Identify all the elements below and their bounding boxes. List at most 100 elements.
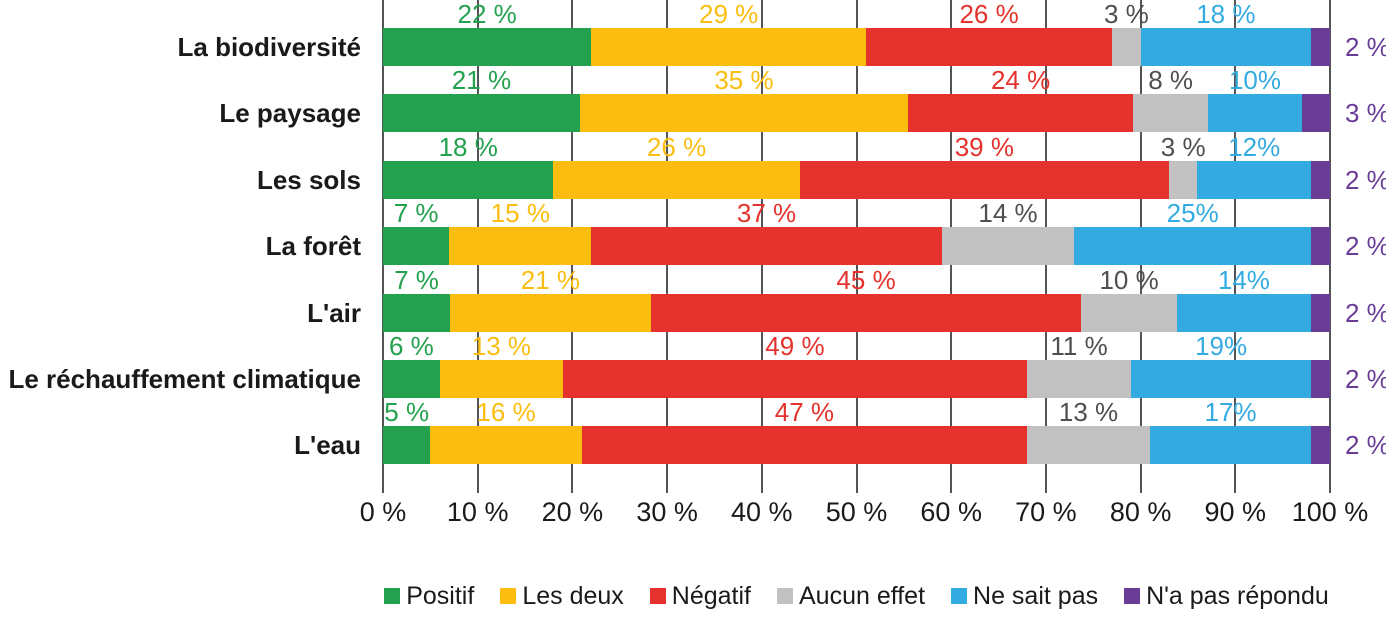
legend-swatch — [951, 588, 968, 604]
bar-segment-n-a-pas-r-pondu — [1311, 426, 1330, 465]
bar-segment-les-deux — [579, 94, 909, 133]
bar-segment-n-a-pas-r-pondu — [1311, 227, 1330, 266]
bar-segment-positif — [383, 293, 450, 332]
bar-segment-ne-sait-pas — [1176, 293, 1311, 332]
bar-segment-n-gatif — [799, 160, 1169, 199]
x-axis-ticks — [382, 484, 1331, 494]
legend-swatch — [384, 588, 401, 604]
value-label: 3 % — [1103, 0, 1149, 29]
plot-area: 22 % 29 % 26 % 3 % 18 % 2 % 21 % 35 % 24 % 8 % 10%… — [382, 0, 1386, 484]
axis-tick-label: 40 % — [731, 497, 793, 527]
value-label: 37 % — [736, 198, 797, 229]
legend-item: Les deux — [500, 581, 624, 611]
bar-segment-aucun-effet — [1026, 426, 1151, 465]
value-label: 22 % — [457, 0, 517, 29]
bar-segment-les-deux — [449, 293, 651, 332]
category-label: Les sols — [256, 164, 361, 195]
axis-tick-label: 10 % — [446, 497, 509, 527]
bar-segment-aucun-effet — [1169, 160, 1198, 199]
bar-segment-positif — [383, 28, 592, 66]
value-label: 6 % — [389, 331, 434, 361]
axis-tick — [666, 484, 669, 493]
value-label: 7 % — [393, 198, 439, 229]
value-label: 35 % — [714, 65, 774, 96]
value-label: 45 % — [836, 264, 896, 295]
value-label: 24 % — [990, 65, 1051, 96]
value-label: 8 % — [1148, 65, 1193, 96]
value-label: 29 % — [699, 0, 759, 29]
axis-tick-label: 20 % — [541, 497, 604, 527]
bar-segment-positif — [383, 360, 440, 398]
value-label: 25% — [1166, 198, 1219, 229]
legend: Positif Les deux Négatif Aucun effet Ne sait… — [383, 578, 1330, 614]
category-label: La biodiversité — [177, 32, 362, 62]
bar-segment-aucun-effet — [1026, 360, 1132, 398]
bar-segment-n-a-pas-r-pondu — [1301, 94, 1330, 133]
bar-row — [383, 28, 1330, 66]
axis-tick — [1329, 484, 1331, 493]
bar-row — [383, 360, 1330, 398]
value-label: 12% — [1228, 131, 1281, 162]
bar-segment-n-a-pas-r-pondu — [1311, 160, 1330, 199]
bar-row — [383, 426, 1330, 465]
axis-tick-label: 60 % — [920, 497, 982, 527]
value-label: 49 % — [765, 331, 825, 361]
bar-row — [383, 160, 1330, 199]
value-label: 17% — [1204, 397, 1257, 428]
axis-tick — [1044, 484, 1047, 493]
bar-segment-n-a-pas-r-pondu — [1311, 360, 1330, 398]
legend-item: Aucun effet — [777, 582, 925, 611]
legend-swatch — [500, 588, 517, 604]
bar-segment-n-gatif — [591, 227, 942, 266]
bar-segment-positif — [383, 227, 450, 266]
bar-segment-les-deux — [591, 28, 866, 66]
gridline — [1329, 0, 1331, 484]
axis-tick-label: 70 % — [1015, 497, 1077, 527]
legend-label: Négatif — [671, 581, 751, 610]
value-label: 5 % — [384, 397, 430, 428]
bar-segment-aucun-effet — [1081, 293, 1177, 332]
bar-segment-positif — [383, 426, 431, 465]
outside-value-label: 2 % — [1345, 231, 1386, 262]
bar-segment-n-a-pas-r-pondu — [1311, 28, 1330, 66]
category-label: Le réchauffement climatique — [8, 364, 361, 394]
bar-segment-aucun-effet — [1112, 28, 1141, 66]
value-label: 7 % — [394, 264, 439, 295]
legend-label: N'a pas répondu — [1146, 581, 1329, 610]
legend-swatch — [777, 588, 793, 604]
axis-tick — [476, 484, 479, 493]
value-label: 10% — [1228, 65, 1282, 96]
bar-row — [383, 227, 1330, 266]
outside-value-label: 2 % — [1345, 430, 1386, 461]
legend-label: Les deux — [522, 581, 624, 610]
axis-tick-label: 30 % — [636, 497, 698, 527]
legend-label: Aucun effet — [799, 581, 926, 610]
axis-tick — [1234, 484, 1237, 493]
legend-item: Ne sait pas — [951, 582, 1098, 611]
value-label: 10 % — [1099, 264, 1159, 295]
outside-value-label: 3 % — [1345, 98, 1386, 129]
axis-tick — [855, 484, 858, 493]
axis-tick-label: 90 % — [1204, 497, 1267, 527]
bar-segment-n-a-pas-r-pondu — [1310, 293, 1330, 332]
bar-segment-ne-sait-pas — [1131, 360, 1312, 398]
bar-segment-positif — [383, 94, 580, 133]
axis-tick — [382, 484, 384, 493]
value-label: 18 % — [438, 131, 498, 162]
bar-segment-n-gatif — [581, 426, 1027, 465]
category-label: L'air — [307, 297, 361, 328]
axis-tick — [950, 484, 953, 493]
value-label: 15 % — [490, 198, 550, 229]
bar-row — [383, 293, 1330, 332]
outside-value-label: 2 % — [1345, 164, 1386, 195]
legend-swatch — [649, 588, 666, 604]
bar-segment-ne-sait-pas — [1140, 28, 1312, 66]
bar-row — [383, 94, 1330, 133]
category-labels: La biodiversité Le paysage Les sols La forê… — [0, 0, 371, 484]
axis-tick-label: 0 % — [359, 497, 407, 527]
legend-item: N'a pas répondu — [1124, 582, 1329, 611]
value-label: 26 % — [959, 0, 1019, 29]
value-label: 16 % — [476, 397, 536, 428]
bar-segment-positif — [383, 160, 554, 199]
